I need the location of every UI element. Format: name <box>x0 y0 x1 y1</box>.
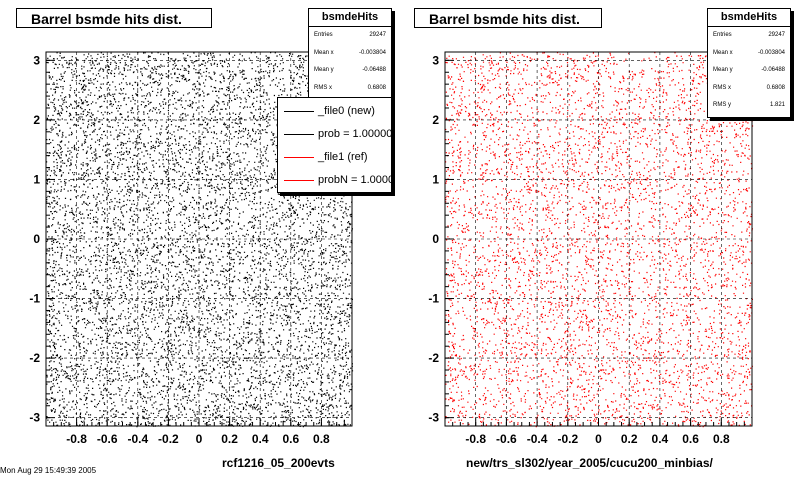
legend-line <box>284 111 314 112</box>
stats-value: -0.06488 <box>362 67 386 73</box>
legend-line <box>284 134 314 135</box>
stats-row: RMS x 0.6808 <box>708 80 790 98</box>
stats-value: -0.003804 <box>358 49 386 56</box>
scatter-points <box>445 52 754 428</box>
stats-value: 1.821 <box>769 102 785 108</box>
stats-value: -0.06488 <box>761 67 785 73</box>
stats-label: Mean y <box>314 67 334 73</box>
legend-label: prob = 1.000000 <box>318 128 392 140</box>
y-tick-label: 1 <box>432 172 439 186</box>
y-tick-label: 2 <box>33 113 40 127</box>
x-tick-label: -0.4 <box>127 432 148 446</box>
stats-label: RMS x <box>314 84 332 91</box>
x-tick-label: 0 <box>196 432 203 446</box>
stats-row: RMS x 0.6808 <box>309 80 391 98</box>
stats-label: Mean x <box>713 49 733 56</box>
stats-label: Entries <box>713 32 732 38</box>
stats-row: Entries 29247 <box>309 27 391 45</box>
x-tick-label: -0.6 <box>496 432 517 446</box>
legend-entry: probN = 1.000000 <box>278 170 391 190</box>
stats-row: Entries 29247 <box>708 27 790 45</box>
x-tick-label: 0.4 <box>252 432 269 446</box>
right-stats-name: bsmdeHits <box>708 9 790 27</box>
stats-row: Mean y -0.06488 <box>708 62 790 80</box>
stats-value: 29247 <box>768 32 785 38</box>
x-tick-label: 0.6 <box>682 432 699 446</box>
left-stats-box: bsmdeHits Entries 29247 Mean x -0.003804 M… <box>308 8 392 100</box>
x-tick-label: 0.8 <box>713 432 730 446</box>
stats-label: RMS x <box>713 84 731 91</box>
stats-label: Mean x <box>314 49 334 56</box>
left-stats-name: bsmdeHits <box>309 9 391 27</box>
x-tick-label: 0.4 <box>652 432 669 446</box>
left-x-axis-label: rcf1216_05_200evts <box>222 456 335 470</box>
y-tick-label: 1 <box>33 172 40 186</box>
right-stats-box: bsmdeHits Entries 29247 Mean x -0.003804 M… <box>707 8 791 118</box>
legend-entry: _file0 (new) <box>278 101 391 121</box>
y-tick-label: 0 <box>33 232 40 246</box>
stats-row: Mean x -0.003804 <box>708 45 790 63</box>
x-tick-label: -0.8 <box>465 432 486 446</box>
x-tick-label: 0.2 <box>621 432 638 446</box>
x-tick-label: -0.8 <box>66 432 87 446</box>
x-tick-label: 0.8 <box>313 432 330 446</box>
legend-line <box>284 180 314 181</box>
y-tick-label: 3 <box>432 53 439 67</box>
stats-label: Entries <box>314 32 333 38</box>
y-tick-label: -2 <box>428 351 439 365</box>
x-tick-label: 0.2 <box>221 432 238 446</box>
x-tick-label: -0.6 <box>97 432 118 446</box>
stats-value: 0.6808 <box>367 84 386 91</box>
x-tick-label: -0.2 <box>158 432 179 446</box>
y-tick-label: -3 <box>29 411 40 425</box>
stats-row: Mean x -0.003804 <box>309 45 391 63</box>
stats-row: RMS y 1.821 <box>708 97 790 115</box>
stats-label: Mean y <box>713 67 733 73</box>
stats-value: -0.003804 <box>757 49 785 56</box>
y-tick-label: -3 <box>428 411 439 425</box>
legend-label: _file0 (new) <box>318 105 375 117</box>
y-tick-label: -1 <box>428 292 439 306</box>
footer-timestamp: Mon Aug 29 15:49:39 2005 <box>0 466 97 475</box>
y-tick-label: -2 <box>29 351 40 365</box>
legend-line <box>284 157 314 158</box>
x-tick-label: -0.4 <box>527 432 548 446</box>
stats-row: Mean y -0.06488 <box>309 62 391 80</box>
x-tick-label: -0.2 <box>557 432 578 446</box>
y-tick-label: -1 <box>29 292 40 306</box>
legend-entry: _file1 (ref) <box>278 147 391 167</box>
stats-value: 29247 <box>369 32 386 38</box>
legend-label: probN = 1.000000 <box>318 174 391 186</box>
x-tick-label: 0 <box>595 432 602 446</box>
legend-entry: prob = 1.000000 <box>278 124 391 144</box>
stats-value: 0.6808 <box>766 84 785 91</box>
x-tick-label: 0.6 <box>282 432 299 446</box>
left-plot-title: Barrel bsmde hits dist. <box>16 8 212 28</box>
legend: _file0 (new) prob = 1.000000 _file1 (ref… <box>277 97 392 193</box>
y-tick-label: 2 <box>432 113 439 127</box>
y-tick-label: 0 <box>432 232 439 246</box>
right-plot-title: Barrel bsmde hits dist. <box>414 8 602 28</box>
stats-label: RMS y <box>713 102 731 108</box>
legend-label: _file1 (ref) <box>318 151 368 163</box>
scatter-points <box>46 52 354 428</box>
y-tick-label: 3 <box>33 53 40 67</box>
right-x-axis-label: new/trs_sl302/year_2005/cucu200_minbias/ <box>466 456 713 470</box>
